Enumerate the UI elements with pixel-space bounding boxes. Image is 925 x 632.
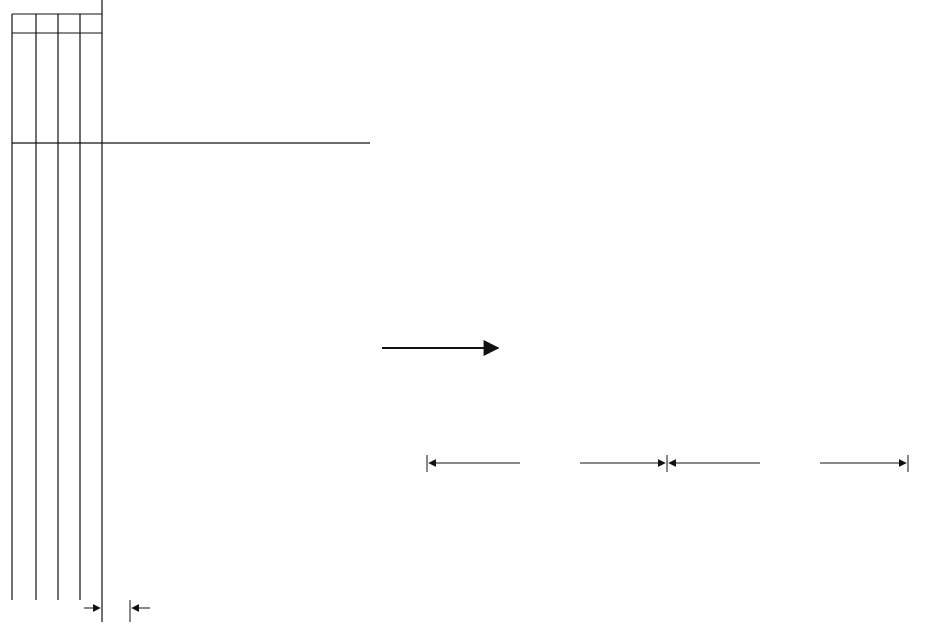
ep-marker [84,600,150,622]
envelope-shape-table [11,0,370,622]
period-markers [426,455,909,472]
